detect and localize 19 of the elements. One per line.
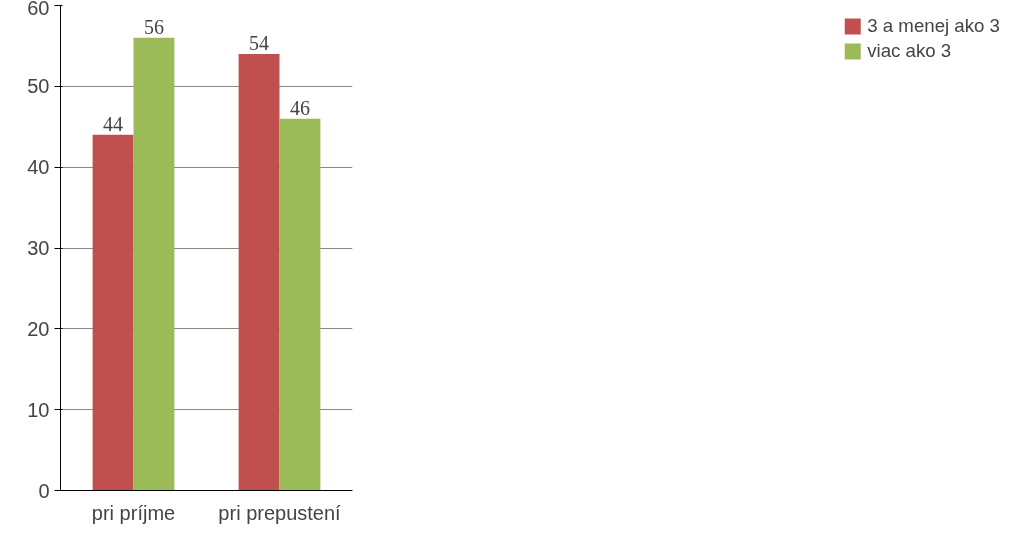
- data-label: 44: [103, 112, 124, 135]
- y-tick-label: 20: [27, 317, 50, 340]
- data-label: 46: [289, 96, 310, 119]
- legend-label: 3 a menej ako 3: [867, 15, 1000, 37]
- bar: [279, 118, 321, 491]
- bar: [92, 134, 134, 491]
- y-tick-label: 50: [27, 75, 50, 98]
- data-label: 56: [143, 15, 164, 38]
- bar: [238, 54, 280, 491]
- y-tick-label: 30: [27, 237, 50, 259]
- y-tick-label: 0: [38, 479, 50, 502]
- x-tick-label: pri prepustení: [218, 501, 342, 524]
- data-label: 54: [249, 32, 270, 54]
- y-tick-label: 40: [27, 156, 50, 179]
- y-tick-label: 10: [27, 398, 50, 421]
- y-tick-label: 60: [27, 0, 50, 19]
- bar: [133, 37, 175, 491]
- x-tick-label: pri príjme: [91, 501, 176, 524]
- legend-label: viac ako 3: [867, 40, 952, 62]
